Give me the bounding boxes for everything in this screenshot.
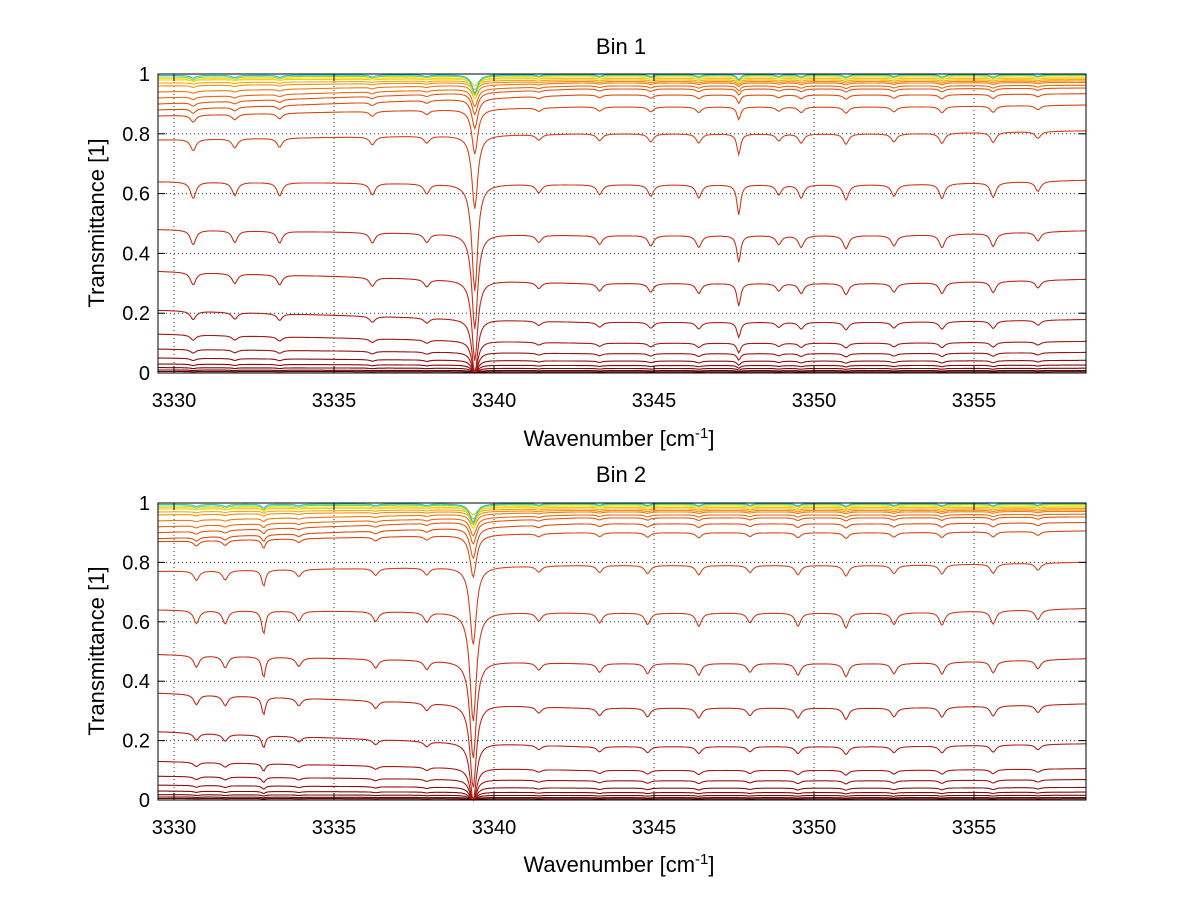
- series-line: [158, 357, 1086, 374]
- series-line: [158, 794, 1086, 801]
- series-line: [158, 74, 1086, 97]
- axes-frame: [157, 502, 1087, 801]
- y-axis-ticks: 0 0.2 0.4 0.6 0.8 1: [122, 493, 1086, 812]
- x-tick-label: 3350: [792, 390, 837, 412]
- y-tick-label: 1: [139, 64, 150, 86]
- series-group: [157, 503, 1087, 802]
- grid-lines: [158, 502, 1086, 801]
- y-tick-label: 0.4: [122, 671, 150, 693]
- series-line: [158, 508, 1086, 520]
- x-tick-label: 3335: [312, 390, 357, 412]
- series-line: [157, 84, 1086, 108]
- series-line: [157, 760, 1086, 801]
- series-line: [158, 561, 1086, 645]
- x-tick-label: 3345: [632, 817, 677, 839]
- series-line: [158, 87, 1086, 116]
- x-axis-label-main: Wavenumber [cm: [523, 852, 695, 877]
- series-line: [157, 506, 1086, 516]
- series-line: [158, 784, 1086, 801]
- y-axis-label: Transmittance [1]: [84, 138, 109, 307]
- series-line: [158, 503, 1086, 524]
- series-line: [158, 104, 1086, 155]
- series-line: [158, 367, 1086, 374]
- series-line: [158, 74, 1086, 95]
- x-tick-label: 3355: [952, 817, 997, 839]
- series-line: [158, 93, 1086, 131]
- x-tick-label: 3335: [312, 817, 357, 839]
- x-axis-label: Wavenumber [cm-1]: [523, 851, 714, 877]
- y-tick-label: 0: [139, 363, 150, 385]
- y-tick-label: 0.6: [122, 612, 150, 634]
- x-axis-label-superscript: -1: [695, 425, 708, 442]
- series-line: [158, 80, 1086, 95]
- y-tick-label: 0.8: [122, 552, 150, 574]
- x-tick-label: 3350: [792, 817, 837, 839]
- series-line: [157, 530, 1086, 579]
- y-tick-label: 0.8: [122, 124, 150, 146]
- series-line: [158, 513, 1086, 537]
- series-line: [157, 692, 1087, 788]
- series-line: [157, 229, 1086, 330]
- series-line: [157, 309, 1086, 374]
- series-line: [158, 333, 1086, 374]
- chart-title: Bin 2: [596, 462, 646, 487]
- y-tick-label: 0.4: [122, 243, 150, 265]
- series-line: [157, 522, 1086, 560]
- series-line: [158, 797, 1086, 801]
- series-line: [158, 654, 1087, 759]
- series-line: [158, 775, 1086, 801]
- series-line: [157, 363, 1086, 374]
- x-tick-label: 3340: [472, 390, 517, 412]
- series-line: [158, 79, 1086, 91]
- x-axis-label-end: ]: [708, 426, 714, 451]
- series-line: [158, 796, 1086, 801]
- series-line: [158, 369, 1086, 374]
- series-line: [158, 76, 1086, 101]
- x-tick-label: 3355: [952, 390, 997, 412]
- chart-panel-bin-1: Bin 1 0 0.2 0.4 0.6 0.8 1 3330 3335 3340 3345 335…: [84, 34, 1087, 451]
- chart-panel-bin-2: Bin 2 0 0.2 0.4 0.6 0.8 1 3330 3335 3340 3345 335…: [84, 462, 1087, 877]
- series-line: [157, 179, 1086, 292]
- series-line: [158, 607, 1087, 722]
- series-line: [158, 503, 1086, 526]
- x-axis-label-superscript: -1: [695, 851, 708, 868]
- series-line: [158, 731, 1086, 802]
- x-axis-label: Wavenumber [cm-1]: [523, 425, 714, 451]
- series-line: [158, 510, 1086, 529]
- series-line: [158, 130, 1086, 209]
- series-group: [157, 74, 1087, 374]
- y-tick-label: 0.2: [122, 731, 150, 753]
- x-tick-label: 3330: [152, 817, 197, 839]
- x-axis-label-end: ]: [708, 852, 714, 877]
- series-line: [158, 370, 1086, 374]
- x-axis-label-main: Wavenumber [cm: [523, 426, 695, 451]
- series-line: [158, 790, 1086, 801]
- series-line: [158, 509, 1086, 524]
- y-tick-label: 1: [139, 493, 150, 515]
- x-axis-ticks: 3330 3335 3340 3345 3350 3355: [152, 503, 997, 839]
- chart-title: Bin 1: [596, 34, 646, 59]
- y-axis-label: Transmittance [1]: [84, 566, 109, 735]
- y-tick-label: 0: [139, 790, 150, 812]
- x-tick-label: 3345: [632, 390, 677, 412]
- grid-lines: [158, 73, 1086, 374]
- series-line: [158, 516, 1086, 545]
- series-line: [158, 270, 1087, 361]
- x-axis-ticks: 3330 3335 3340 3345 3350 3355: [152, 74, 997, 412]
- x-tick-label: 3330: [152, 390, 197, 412]
- y-tick-label: 0.6: [122, 184, 150, 206]
- series-line: [158, 77, 1086, 87]
- y-axis-ticks: 0 0.2 0.4 0.6 0.8 1: [122, 64, 1086, 385]
- series-line: [158, 505, 1086, 530]
- series-line: [157, 81, 1086, 100]
- y-tick-label: 0.2: [122, 303, 150, 325]
- x-tick-label: 3340: [472, 817, 517, 839]
- series-line: [158, 348, 1086, 374]
- axes-frame: [157, 73, 1087, 374]
